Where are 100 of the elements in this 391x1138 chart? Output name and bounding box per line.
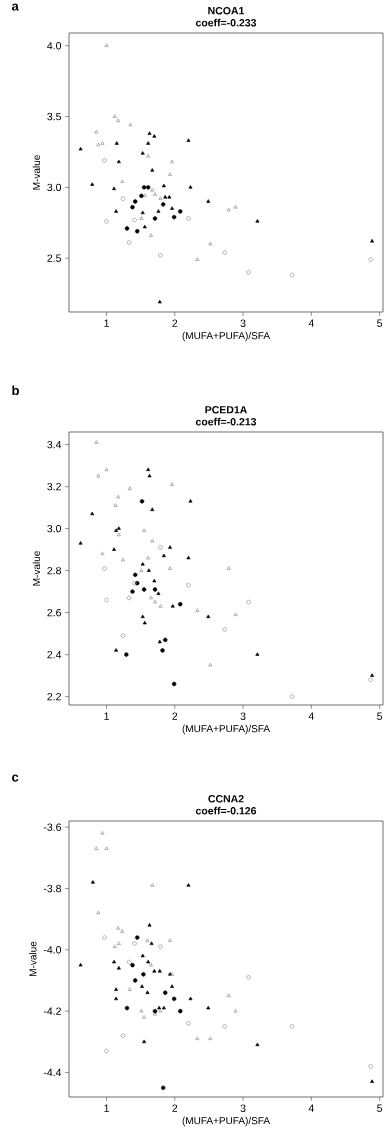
point [139,499,145,504]
x-tick-label: 2 [172,319,178,327]
point [147,473,152,478]
point [186,138,191,142]
point [90,880,95,884]
point [96,473,101,478]
point [128,122,133,127]
point [116,941,121,945]
point [120,196,126,201]
point [142,224,147,229]
point [208,1036,213,1040]
point [142,1039,147,1044]
point [178,602,183,607]
point [195,1036,200,1040]
x-tick-label: 1 [104,319,109,327]
point [124,652,129,657]
point [233,612,238,616]
point [163,990,168,995]
point [171,214,177,220]
point [126,959,132,965]
point [135,935,140,940]
y-tick-label: 2.2 [47,692,61,701]
y-tick-label: 3.4 [47,440,62,449]
point [160,648,165,653]
point [178,209,183,214]
point [96,142,101,147]
point [246,270,251,275]
point [139,568,144,572]
point [104,219,109,224]
y-tick-label: 3.5 [47,112,62,121]
point [133,199,138,204]
point [188,185,193,189]
point [161,1085,166,1090]
point [255,219,260,223]
x-tick-label: 4 [308,1104,314,1112]
y-tick-label: -4.2 [43,1007,61,1015]
x-tick-label: 3 [240,712,246,720]
point [139,216,144,220]
point [114,996,119,1001]
chart-subtitle: coeff=-0.233 [195,18,257,27]
point [112,547,116,551]
point [139,1008,144,1013]
point [100,141,105,145]
point [168,172,172,176]
point [146,154,151,158]
point [150,507,155,511]
x-tick-label: 4 [308,712,314,720]
point [157,299,162,304]
point [132,217,137,223]
point [94,129,99,134]
x-tick-label: 3 [240,319,246,327]
point [170,984,175,988]
point [116,494,121,499]
y-axis-title: M-value [32,551,40,586]
point [206,614,211,619]
point [186,583,191,588]
point [150,883,155,887]
point [78,146,83,151]
point [195,608,200,612]
point [142,620,147,625]
point [140,953,145,958]
x-tick-label: 1 [104,712,109,720]
point [255,1042,260,1047]
point [148,233,153,237]
text: b [12,385,19,396]
y-tick-label: 2.6 [47,608,62,617]
point [186,555,191,560]
point [206,199,211,203]
point [102,935,107,940]
point [158,196,163,200]
point [156,591,161,595]
point [170,604,175,608]
point [116,118,121,123]
point [163,637,168,643]
point [222,1024,227,1029]
point [148,595,153,600]
point [168,566,172,570]
point [147,131,152,135]
point [246,975,251,980]
y-axis-title: M-value [32,155,40,190]
point [96,910,101,915]
point [178,1008,183,1014]
point [147,923,152,927]
point [104,43,109,47]
point [188,499,193,503]
point [120,1033,126,1038]
point [116,926,121,930]
point [222,627,227,632]
point [168,545,172,549]
point [127,486,132,490]
point [114,141,119,145]
point [149,941,154,945]
point [188,996,193,1001]
point [126,240,132,245]
point [140,614,145,619]
point [140,562,145,566]
point [94,440,99,444]
point [186,1021,191,1026]
point [370,1079,375,1083]
point [127,987,132,991]
